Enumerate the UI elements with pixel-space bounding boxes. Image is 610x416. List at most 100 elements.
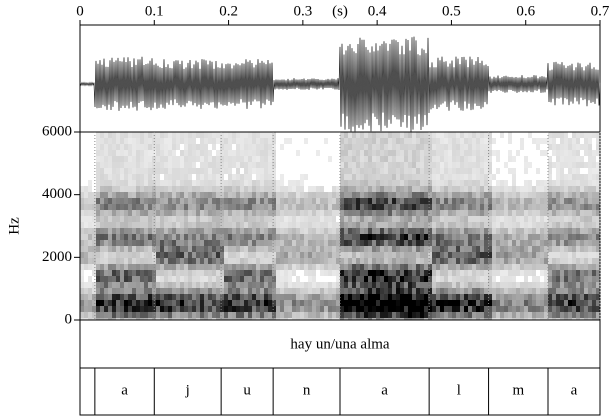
spectrogram-cell xyxy=(312,270,316,276)
spectrogram-cell xyxy=(212,174,216,180)
spectrogram-cell xyxy=(476,300,480,306)
spectrogram-cell xyxy=(316,282,320,288)
spectrogram-cell xyxy=(176,144,180,150)
spectrogram-cell xyxy=(536,240,540,246)
spectrogram-cell xyxy=(568,282,572,288)
spectrogram-cell xyxy=(128,138,132,144)
spectrogram-cell xyxy=(104,150,108,156)
spectrogram-cell xyxy=(332,294,336,300)
spectrogram-cell xyxy=(564,258,568,264)
spectrogram-cell xyxy=(484,258,488,264)
spectrogram-cell xyxy=(380,228,384,234)
spectrogram-cell xyxy=(396,204,400,210)
spectrogram-cell xyxy=(172,162,176,168)
spectrogram-cell xyxy=(184,270,188,276)
spectrogram-cell xyxy=(576,276,580,282)
spectrogram-cell xyxy=(428,192,432,198)
spectrogram-cell xyxy=(268,258,272,264)
spectrogram-cell xyxy=(340,282,344,288)
spectrogram-cell xyxy=(288,264,292,270)
spectrogram-cell xyxy=(284,258,288,264)
spectrogram-cell xyxy=(532,198,536,204)
spectrogram-cell xyxy=(244,138,248,144)
spectrogram-cell xyxy=(412,312,416,318)
spectrogram-cell xyxy=(240,288,244,294)
spectrogram-cell xyxy=(148,270,152,276)
spectrogram-cell xyxy=(388,228,392,234)
spectrogram-cell xyxy=(248,156,252,162)
spectrogram-cell xyxy=(108,240,112,246)
spectrogram-cell xyxy=(356,240,360,246)
spectrogram-cell xyxy=(360,180,364,186)
spectrogram-cell xyxy=(392,150,396,156)
spectrogram-cell xyxy=(516,192,520,198)
spectrogram-cell xyxy=(408,264,412,270)
spectrogram-cell xyxy=(260,162,264,168)
spectrogram-cell xyxy=(96,180,100,186)
spectrogram-cell xyxy=(580,192,584,198)
spectrogram-cell xyxy=(116,276,120,282)
spectrogram-cell xyxy=(144,222,148,228)
spectrogram-cell xyxy=(212,276,216,282)
spectrogram-cell xyxy=(536,246,540,252)
spectrogram-cell xyxy=(232,138,236,144)
spectrogram-cell xyxy=(380,186,384,192)
spectrogram-cell xyxy=(580,234,584,240)
spectrogram-cell xyxy=(92,222,96,228)
spectrogram-cell xyxy=(492,270,496,276)
spectrogram-cell xyxy=(468,240,472,246)
spectrogram-cell xyxy=(352,228,356,234)
spectrogram-cell xyxy=(456,312,460,318)
spectrogram-cell xyxy=(404,162,408,168)
spectrogram-cell xyxy=(480,228,484,234)
spectrogram-cell xyxy=(568,228,572,234)
spectrogram-cell xyxy=(204,252,208,258)
spectrogram-cell xyxy=(340,222,344,228)
spectrogram-cell xyxy=(396,306,400,312)
spectrogram-cell xyxy=(104,168,108,174)
spectrogram-cell xyxy=(376,204,380,210)
spectrogram-cell xyxy=(476,234,480,240)
spectrogram-cell xyxy=(396,270,400,276)
segment-label: a xyxy=(381,382,388,398)
spectrogram-cell xyxy=(208,210,212,216)
spectrogram-cell xyxy=(188,258,192,264)
spectrogram-cell xyxy=(164,186,168,192)
spectrogram-cell xyxy=(344,240,348,246)
spectrogram-cell xyxy=(196,300,200,306)
spectrogram-cell xyxy=(520,246,524,252)
spectrogram-cell xyxy=(532,300,536,306)
spectrogram-cell xyxy=(596,252,600,258)
spectrogram-cell xyxy=(268,234,272,240)
spectrogram-cell xyxy=(364,132,368,138)
spectrogram-cell xyxy=(164,228,168,234)
spectrogram-cell xyxy=(336,222,340,228)
spectrogram-cell xyxy=(284,264,288,270)
spectrogram-cell xyxy=(444,132,448,138)
spectrogram-cell xyxy=(292,186,296,192)
spectrogram-cell xyxy=(252,144,256,150)
spectrogram-cell xyxy=(444,216,448,222)
spectrogram-cell xyxy=(160,276,164,282)
spectrogram-cell xyxy=(220,192,224,198)
spectrogram-cell xyxy=(104,288,108,294)
spectrogram-cell xyxy=(160,246,164,252)
spectrogram-cell xyxy=(560,174,564,180)
spectrogram-cell xyxy=(372,228,376,234)
spectrogram-cell xyxy=(592,294,596,300)
spectrogram-cell xyxy=(104,312,108,318)
spectrogram-cell xyxy=(204,186,208,192)
spectrogram-cell xyxy=(540,204,544,210)
spectrogram-cell xyxy=(308,210,312,216)
spectrogram-cell xyxy=(136,228,140,234)
spectrogram-cell xyxy=(256,168,260,174)
spectrogram-cell xyxy=(356,186,360,192)
spectrogram-cell xyxy=(264,276,268,282)
spectrogram-cell xyxy=(372,270,376,276)
spectrogram-cell xyxy=(180,198,184,204)
spectrogram-cell xyxy=(220,306,224,312)
spectrogram-cell xyxy=(424,180,428,186)
spectrogram-cell xyxy=(580,156,584,162)
spectrogram-cell xyxy=(360,306,364,312)
spectrogram-cell xyxy=(568,234,572,240)
